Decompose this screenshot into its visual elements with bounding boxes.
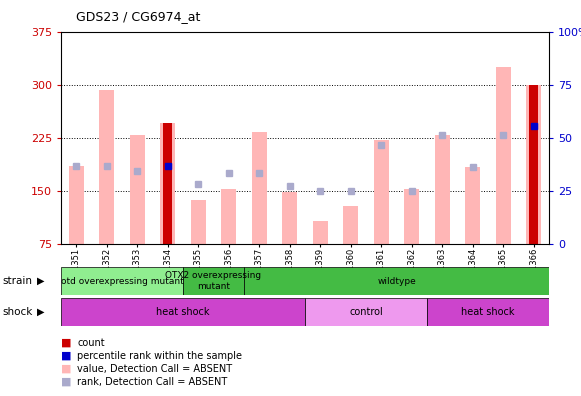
Bar [313,221,328,244]
Bar [427,298,549,326]
Bar [183,267,244,295]
Bar [99,89,114,244]
Text: ■: ■ [61,364,71,374]
Bar [282,192,297,244]
Bar [465,167,480,244]
Text: OTX2 overexpressing
mutant: OTX2 overexpressing mutant [166,272,261,291]
Bar [61,298,305,326]
Text: wildtype: wildtype [377,277,416,286]
Bar [160,124,175,244]
Text: count: count [77,337,105,348]
Bar [343,206,358,244]
Bar [163,124,173,244]
Bar [404,189,419,244]
Bar [191,200,206,244]
Bar [526,85,541,244]
Bar [244,267,549,295]
Bar [496,67,511,244]
Text: ■: ■ [61,350,71,361]
Bar [529,85,539,244]
Text: GDS23 / CG6974_at: GDS23 / CG6974_at [76,10,200,23]
Text: value, Detection Call = ABSENT: value, Detection Call = ABSENT [77,364,232,374]
Text: ■: ■ [61,337,71,348]
Text: percentile rank within the sample: percentile rank within the sample [77,350,242,361]
Text: rank, Detection Call = ABSENT: rank, Detection Call = ABSENT [77,377,228,387]
Text: ■: ■ [61,377,71,387]
Text: control: control [349,307,383,317]
Bar [374,140,389,244]
Text: heat shock: heat shock [156,307,210,317]
Bar [130,135,145,244]
Bar [252,132,267,244]
Text: otd overexpressing mutant: otd overexpressing mutant [60,277,184,286]
Text: heat shock: heat shock [461,307,515,317]
Text: ▶: ▶ [37,276,44,286]
Bar [305,298,427,326]
Text: shock: shock [3,307,33,317]
Bar [69,166,84,244]
Bar [61,267,183,295]
Text: strain: strain [3,276,33,286]
Text: ▶: ▶ [37,307,44,317]
Bar [435,135,450,244]
Bar [221,189,236,244]
